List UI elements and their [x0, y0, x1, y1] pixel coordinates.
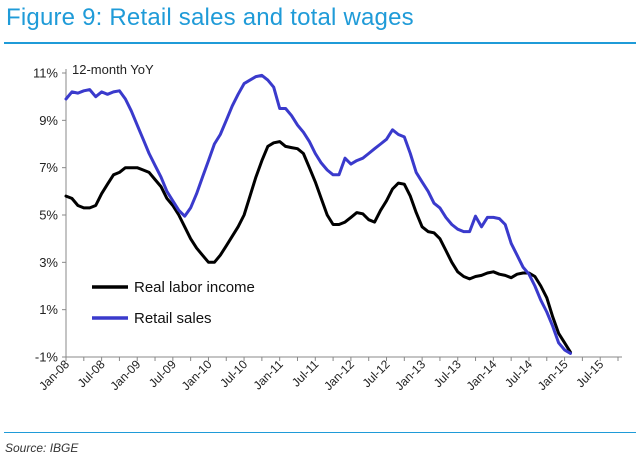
- line-chart: -1% 1% 3% 5% 7% 9% 11% Jan-08 Jul-08 Jan-09 Jul-0…: [33, 62, 622, 393]
- source-note: Source: IBGE: [5, 441, 79, 455]
- chart-legend: Real labor income Retail sales: [92, 279, 255, 327]
- x-tick-label: Jan-12: [321, 357, 357, 393]
- legend-label-real-labor-income: Real labor income: [134, 279, 255, 296]
- x-tick-label: Jan-11: [251, 357, 286, 392]
- source-divider: [4, 432, 636, 433]
- x-tick-label: Jul-08: [75, 357, 108, 390]
- y-axis-ticks: -1% 1% 3% 5% 7% 9% 11%: [33, 66, 66, 365]
- y-tick-label: 3%: [39, 255, 58, 270]
- y-tick-label: 9%: [39, 113, 58, 128]
- y-tick-label: 11%: [33, 66, 58, 81]
- x-tick-label: Jan-10: [179, 357, 215, 393]
- x-tick-label: Jan-13: [392, 357, 428, 393]
- y-tick-label: 1%: [39, 302, 58, 317]
- x-tick-label: Jul-15: [573, 357, 606, 390]
- x-tick-label: Jan-15: [535, 357, 571, 393]
- figure-title: Figure 9: Retail sales and total wages: [6, 4, 414, 31]
- x-tick-label: Jul-11: [289, 357, 322, 390]
- y-tick-label: -1%: [35, 350, 59, 365]
- series-line-real-labor-income: [64, 140, 572, 354]
- y-axis-label: 12-month YoY: [72, 62, 154, 77]
- x-tick-label: Jul-09: [146, 357, 179, 390]
- chart-series: [64, 73, 572, 355]
- x-tick-label: Jan-14: [464, 357, 500, 393]
- x-tick-label: Jul-14: [502, 357, 535, 390]
- x-axis-ticks: Jan-08 Jul-08 Jan-09 Jul-09 Jan-10 Jul-10 Jan-…: [36, 357, 619, 393]
- y-tick-label: 5%: [39, 208, 58, 223]
- x-tick-label: Jul-10: [217, 357, 250, 390]
- x-tick-label: Jul-13: [431, 357, 464, 390]
- title-divider: [4, 42, 636, 44]
- series-line-retail-sales: [64, 73, 572, 355]
- x-tick-label: Jan-09: [107, 357, 143, 393]
- legend-label-retail-sales: Retail sales: [134, 310, 212, 327]
- x-tick-label: Jul-12: [360, 357, 393, 390]
- y-tick-label: 7%: [39, 160, 58, 175]
